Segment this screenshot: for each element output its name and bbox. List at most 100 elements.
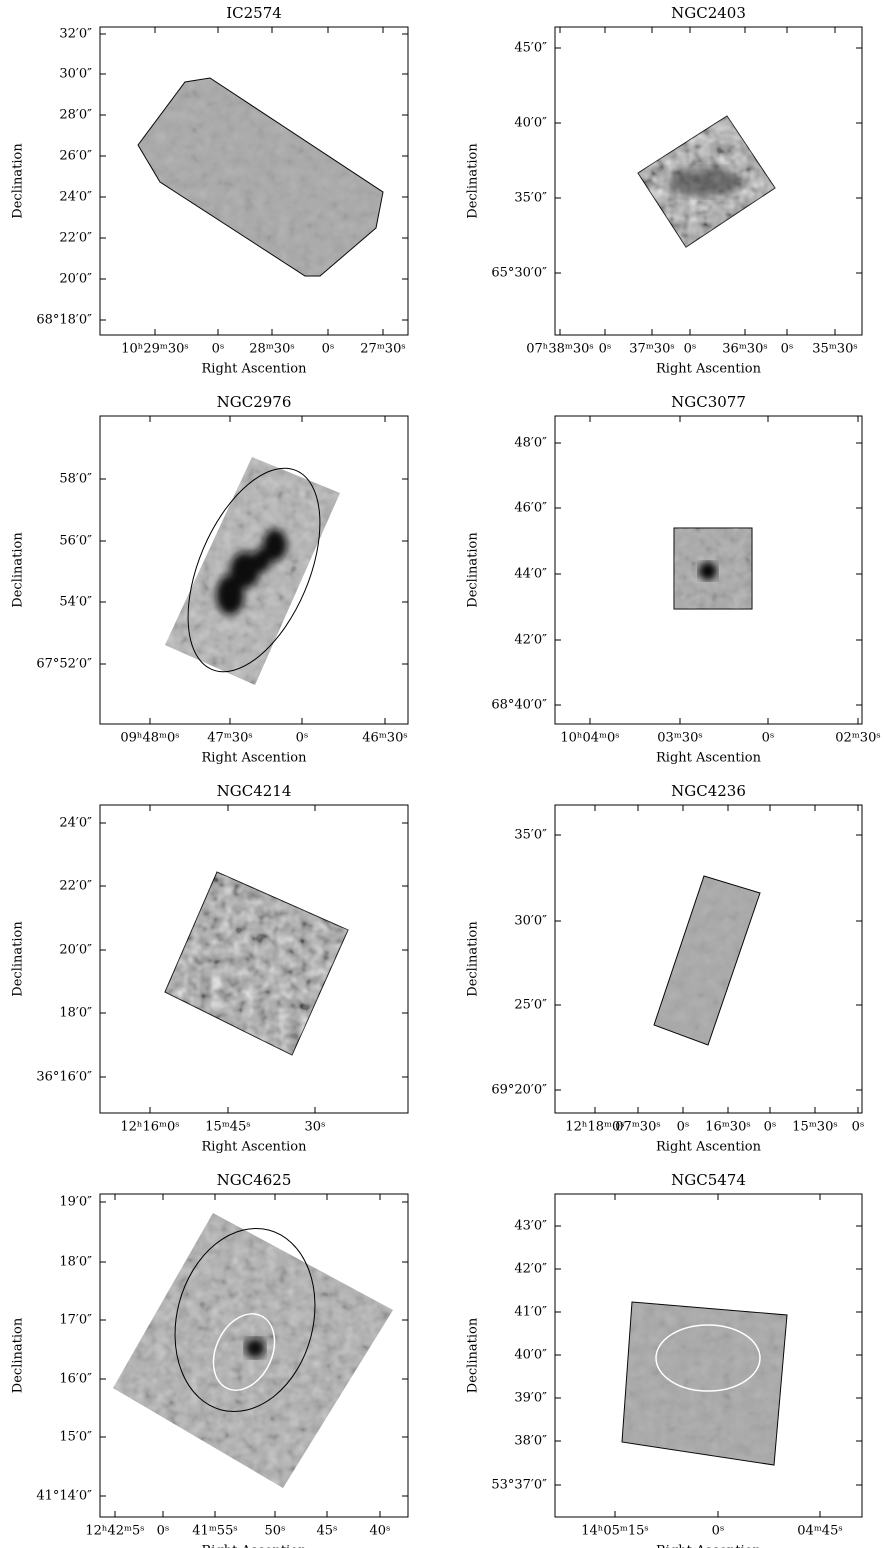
x-tick-label: 12ʰ16ᵐ0ˢ bbox=[120, 1120, 179, 1135]
panel-title: NGC3077 bbox=[671, 393, 746, 411]
x-tick-label: 40ˢ bbox=[370, 1524, 391, 1539]
x-tick-label: 41ᵐ55ˢ bbox=[192, 1524, 237, 1539]
x-axis-label: Right Ascention bbox=[656, 362, 762, 377]
y-tick-label: 54′0″ bbox=[59, 595, 92, 610]
x-tick-label: 50ˢ bbox=[265, 1524, 286, 1539]
y-tick-label: 30′0″ bbox=[59, 67, 92, 82]
x-tick-label: 15ᵐ30ˢ bbox=[792, 1120, 837, 1135]
y-tick-label: 20′0″ bbox=[59, 943, 92, 958]
x-tick-label: 0ˢ bbox=[764, 1120, 777, 1135]
y-tick-label: 18′0″ bbox=[59, 1255, 92, 1270]
x-axis-label: Right Ascention bbox=[656, 1140, 762, 1155]
y-axis-label: Declination bbox=[466, 532, 481, 608]
x-tick-label: 12ʰ42ᵐ5ˢ bbox=[85, 1524, 144, 1539]
y-tick-label: 38′0″ bbox=[514, 1434, 547, 1449]
y-tick-label: 44′0″ bbox=[514, 567, 547, 582]
y-tick-label: 42′0″ bbox=[514, 633, 547, 648]
x-tick-label: 14ʰ05ᵐ15ˢ bbox=[581, 1524, 649, 1539]
x-tick-label: 0ˢ bbox=[677, 1120, 690, 1135]
image-texture bbox=[165, 872, 348, 1055]
y-tick-label: 45′0″ bbox=[514, 41, 547, 56]
y-tick-label: 39′0″ bbox=[514, 1391, 547, 1406]
y-tick-label: 35′0″ bbox=[514, 828, 547, 843]
y-tick-label: 36°16′0″ bbox=[36, 1070, 92, 1085]
y-tick-label: 16′0″ bbox=[59, 1372, 92, 1387]
y-tick-label: 35′0″ bbox=[514, 191, 547, 206]
y-tick-label: 18′0″ bbox=[59, 1006, 92, 1021]
y-axis-label: Declination bbox=[11, 921, 26, 997]
y-tick-label: 56′0″ bbox=[59, 534, 92, 549]
x-tick-label: 45ˢ bbox=[317, 1524, 338, 1539]
x-tick-label: 0ˢ bbox=[781, 342, 794, 357]
panel-title: IC2574 bbox=[226, 4, 282, 22]
panel-title: NGC2976 bbox=[217, 393, 292, 411]
x-tick-label: 0ˢ bbox=[322, 342, 335, 357]
panel-title: NGC4236 bbox=[671, 782, 746, 800]
y-tick-label: 28′0″ bbox=[59, 108, 92, 123]
x-tick-label: 36ᵐ30ˢ bbox=[722, 342, 767, 357]
y-tick-label: 24′0″ bbox=[59, 816, 92, 831]
x-axis-label: Right Ascention bbox=[202, 362, 308, 377]
y-tick-label: 46′0″ bbox=[514, 501, 547, 516]
y-tick-label: 30′0″ bbox=[514, 914, 547, 929]
y-tick-label: 20′0″ bbox=[59, 272, 92, 287]
panel-title: NGC4214 bbox=[217, 782, 292, 800]
y-axis-label: Declination bbox=[466, 1317, 481, 1393]
y-axis-label: Declination bbox=[466, 143, 481, 219]
x-tick-label: 0ˢ bbox=[599, 342, 612, 357]
y-tick-label: 41°14′0″ bbox=[36, 1489, 92, 1504]
y-axis-label: Declination bbox=[11, 1317, 26, 1393]
x-tick-label: 10ʰ29ᵐ30ˢ bbox=[121, 342, 189, 357]
x-tick-label: 07ʰ38ᵐ30ˢ bbox=[526, 342, 594, 357]
x-tick-label: 27ᵐ30ˢ bbox=[360, 342, 405, 357]
y-axis-label: Declination bbox=[11, 143, 26, 219]
x-tick-label: 16ᵐ30ˢ bbox=[705, 1120, 750, 1135]
x-tick-label: 28ᵐ30ˢ bbox=[249, 342, 294, 357]
y-tick-label: 22′0″ bbox=[59, 879, 92, 894]
y-tick-label: 26′0″ bbox=[59, 149, 92, 164]
x-tick-label: 30ˢ bbox=[305, 1120, 326, 1135]
x-tick-label: 35ᵐ30ˢ bbox=[812, 342, 857, 357]
image-texture bbox=[622, 1302, 787, 1465]
figure: IC2574 Right Ascention Declination 10ʰ29ᵐ30… bbox=[0, 0, 884, 1548]
image-texture bbox=[138, 78, 383, 276]
y-tick-label: 68°18′0″ bbox=[36, 313, 92, 328]
x-tick-label: 0ˢ bbox=[852, 1120, 865, 1135]
y-tick-label: 15′0″ bbox=[59, 1430, 92, 1445]
panel-title: NGC2403 bbox=[671, 4, 746, 22]
y-tick-label: 25′0″ bbox=[514, 998, 547, 1013]
x-tick-label: 15ᵐ45ˢ bbox=[205, 1120, 250, 1135]
x-axis-label: Right Ascention bbox=[656, 1544, 762, 1548]
x-tick-label: 0ˢ bbox=[296, 731, 309, 746]
y-axis-label: Declination bbox=[466, 921, 481, 997]
y-tick-label: 58′0″ bbox=[59, 472, 92, 487]
x-axis-label: Right Ascention bbox=[656, 751, 762, 766]
y-tick-label: 24′0″ bbox=[59, 190, 92, 205]
y-tick-label: 43′0″ bbox=[514, 1219, 547, 1234]
y-tick-label: 48′0″ bbox=[514, 436, 547, 451]
x-axis-label: Right Ascention bbox=[202, 1140, 308, 1155]
x-tick-label: 37ᵐ30ˢ bbox=[629, 342, 674, 357]
y-tick-label: 19′0″ bbox=[59, 1195, 92, 1210]
x-tick-label: 04ᵐ45ˢ bbox=[797, 1524, 842, 1539]
galaxy-core bbox=[670, 167, 740, 197]
y-tick-label: 41′0″ bbox=[514, 1305, 547, 1320]
x-tick-label: 46ᵐ30ˢ bbox=[362, 731, 407, 746]
x-tick-label: 07ᵐ30ˢ bbox=[615, 1120, 660, 1135]
panel-title: NGC4625 bbox=[217, 1171, 292, 1189]
y-tick-label: 67°52′0″ bbox=[36, 657, 92, 672]
y-axis-label: Declination bbox=[11, 532, 26, 608]
y-tick-label: 42′0″ bbox=[514, 1262, 547, 1277]
x-axis-label: Right Ascention bbox=[202, 751, 308, 766]
x-tick-label: 47ᵐ30ˢ bbox=[207, 731, 252, 746]
x-tick-label: 0ˢ bbox=[712, 1524, 725, 1539]
x-tick-label: 0ˢ bbox=[762, 731, 775, 746]
x-tick-label: 09ʰ48ᵐ0ˢ bbox=[120, 731, 179, 746]
panel-title: NGC5474 bbox=[671, 1171, 746, 1189]
x-tick-label: 0ˢ bbox=[157, 1524, 170, 1539]
y-tick-label: 68°40′0″ bbox=[491, 698, 547, 713]
y-tick-label: 40′0″ bbox=[514, 116, 547, 131]
y-tick-label: 69°20′0″ bbox=[491, 1083, 547, 1098]
x-tick-label: 10ʰ04ᵐ0ˢ bbox=[560, 731, 619, 746]
x-tick-label: 0ˢ bbox=[212, 342, 225, 357]
